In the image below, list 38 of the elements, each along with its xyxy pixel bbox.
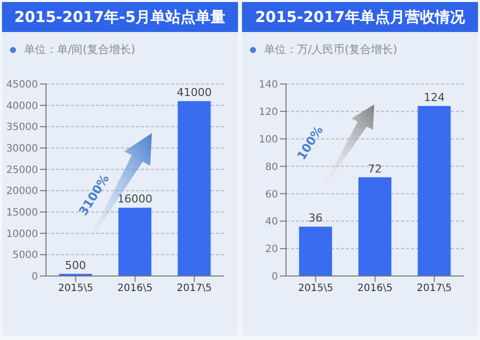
data-label: 72 [368, 162, 382, 176]
data-label: 36 [308, 212, 323, 225]
y-tick-label: 35000 [6, 122, 38, 134]
y-tick-label: 140 [258, 80, 278, 91]
y-tick-label: 100 [258, 134, 278, 146]
chart-subtitle: 单位：万/人民币(复合增长) [264, 42, 398, 57]
bar [358, 177, 392, 276]
y-tick-label: 20000 [6, 186, 38, 198]
y-tick-label: 15000 [6, 208, 38, 219]
y-tick-label: 40 [265, 216, 278, 228]
y-tick-label: 25000 [6, 164, 38, 176]
chart-subtitle: 单位：单/间(复合增长) [24, 42, 136, 57]
y-tick-label: 120 [258, 106, 278, 118]
y-tick-label: 60 [265, 189, 278, 200]
data-label: 16000 [117, 192, 152, 206]
y-tick-label: 5000 [12, 250, 38, 262]
y-tick-label: 40000 [6, 100, 38, 112]
x-tick-label: 2016\5 [357, 283, 393, 294]
data-label: 124 [424, 90, 445, 104]
y-tick-label: 80 [265, 162, 278, 173]
data-label: 500 [65, 258, 86, 272]
y-tick-label: 10000 [6, 228, 38, 240]
chart-title: 2015-2017年-5月单站点单量 [2, 2, 238, 32]
y-tick-label: 30000 [6, 144, 38, 155]
data-label: 41000 [176, 86, 212, 100]
bar [418, 106, 451, 276]
bar [299, 226, 332, 276]
x-tick-label: 2015\5 [298, 283, 334, 294]
y-tick-label: 0 [272, 272, 278, 283]
x-tick-label: 2017\5 [416, 283, 452, 294]
y-tick-label: 20 [265, 244, 278, 256]
chart-title: 2015-2017年单点月营收情况 [242, 2, 478, 32]
x-tick-label: 2016\5 [117, 283, 153, 294]
x-tick-label: 2017\5 [176, 283, 212, 294]
x-tick-label: 2015\5 [58, 283, 94, 294]
y-tick-label: 0 [32, 272, 38, 283]
bar [178, 101, 211, 276]
y-tick-label: 45000 [6, 80, 38, 91]
